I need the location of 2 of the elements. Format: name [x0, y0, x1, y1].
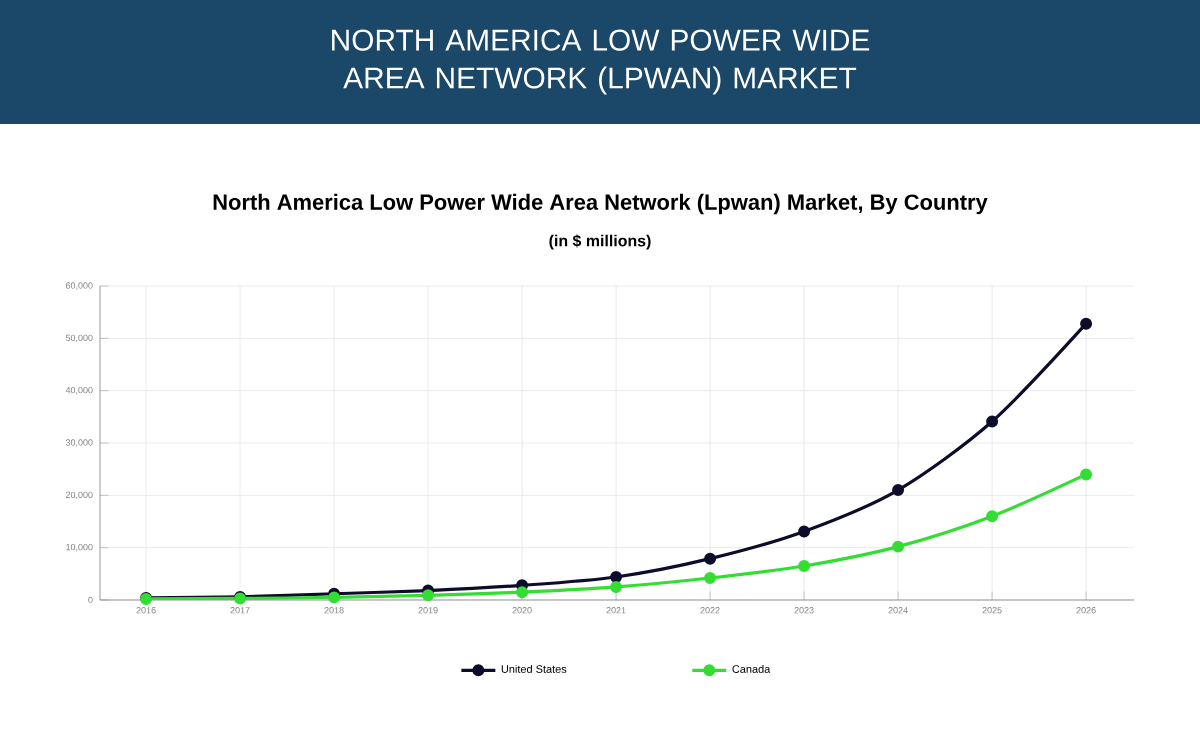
- chart-subtitle: North America Low Power Wide Area Network (Lpwan) Market, By Country: [213, 193, 988, 215]
- chart-title: NORTH AMERICA LOW POWER WIDE AREA NETWORK (LPWAN) MARKET: [332, 29, 870, 95]
